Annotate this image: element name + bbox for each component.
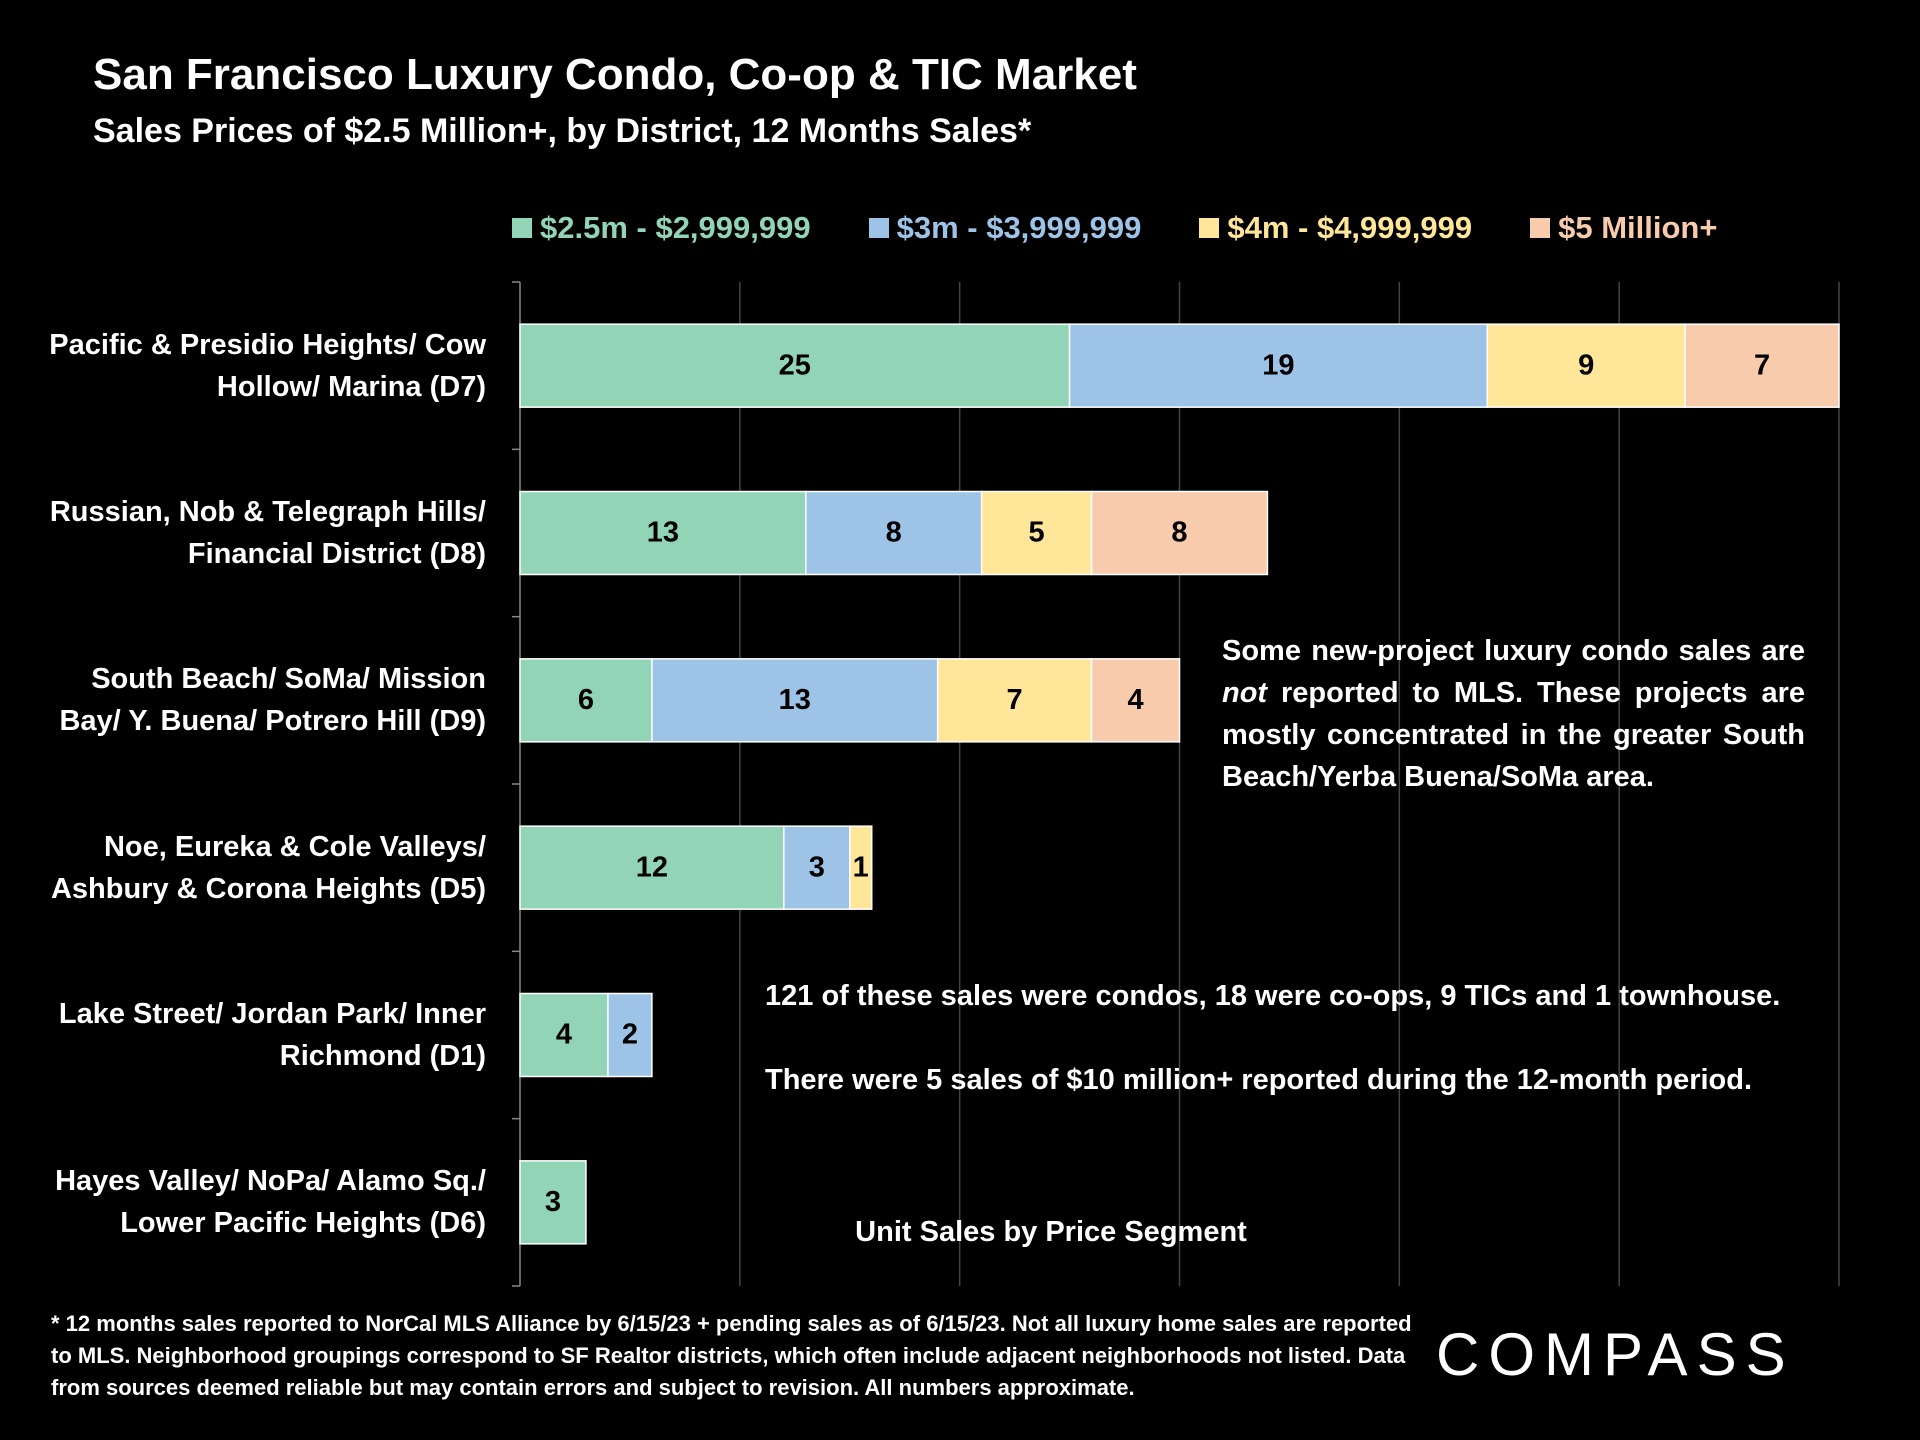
legend-swatch — [1199, 218, 1220, 238]
bar-segment — [1090, 658, 1181, 743]
annotation: There were 5 sales of $10 million+ repor… — [765, 1064, 1753, 1096]
legend-label: $2.5m - $2,999,999 — [540, 210, 811, 245]
y-tick-label: Pacific & Presidio Heights/ Cow Hollow/ … — [49, 328, 486, 403]
legend: $2.5m - $2,999,999 $3m - $3,999,999 $4m - … — [512, 210, 1717, 246]
data-label: 12 — [636, 851, 668, 883]
legend-item: $3m - $3,999,999 — [868, 210, 1142, 246]
annotation-emphasis: not — [1222, 677, 1268, 709]
annotation-text: reported to MLS. These projects are most… — [1222, 677, 1805, 793]
data-label: 4 — [1127, 684, 1143, 716]
bar-segment — [651, 658, 939, 743]
bar-segment — [1684, 323, 1840, 408]
legend-label: $5 Million+ — [1558, 210, 1718, 245]
y-tick-label: Russian, Nob & Telegraph Hills/ Financia… — [49, 496, 486, 570]
data-label: 3 — [545, 1186, 561, 1218]
bar-segment — [936, 658, 1093, 743]
data-label: 4 — [556, 1019, 572, 1051]
data-label: 8 — [886, 517, 902, 549]
data-label: 3 — [809, 851, 825, 883]
data-label: 2 — [622, 1019, 638, 1051]
chart-title: San Francisco Luxury Condo, Co-op & TIC … — [93, 50, 1137, 99]
legend-swatch — [1530, 218, 1551, 238]
data-label: 13 — [779, 684, 811, 716]
y-tick-label: Hayes Valley/ NoPa/ Alamo Sq./ Lower Pac… — [55, 1165, 486, 1240]
data-label: 9 — [1578, 349, 1594, 381]
bar-segment — [519, 1160, 587, 1245]
data-label: 6 — [578, 684, 594, 716]
bar-segment — [1090, 490, 1269, 576]
data-label: 5 — [1029, 517, 1045, 549]
legend-item: $5 Million+ — [1530, 210, 1717, 246]
data-label: 7 — [1007, 684, 1023, 716]
data-label: 19 — [1262, 349, 1294, 381]
annotation: 121 of these sales were condos, 18 were … — [765, 980, 1781, 1012]
annotation-text: Some new-project luxury condo sales are — [1222, 635, 1805, 667]
bar-segment — [805, 490, 983, 576]
chart-subtitle: Sales Prices of $2.5 Million+, by Distri… — [93, 112, 1032, 150]
legend-swatch — [512, 218, 532, 238]
bar-segment — [519, 992, 609, 1078]
legend-item: $2.5m - $2,999,999 — [512, 210, 811, 246]
data-label: 1 — [853, 851, 869, 883]
bar-segment — [519, 658, 653, 743]
y-tick-label: South Beach/ SoMa/ Mission Bay/ Y. Buena… — [59, 663, 486, 738]
legend-label: $4m - $4,999,999 — [1227, 210, 1473, 245]
bar-segment — [519, 323, 1071, 408]
annotation-box: Some new-project luxury condo sales are … — [1222, 630, 1805, 798]
data-label: 13 — [647, 517, 679, 549]
legend-swatch — [868, 218, 889, 238]
y-tick-label: Noe, Eureka & Cole Valleys/ Ashbury & Co… — [50, 830, 486, 905]
bar-segment — [849, 825, 873, 910]
bar-segment — [519, 490, 807, 576]
bar-segment — [607, 992, 653, 1078]
data-label: 8 — [1171, 517, 1187, 549]
footnote: * 12 months sales reported to NorCal MLS… — [51, 1311, 1412, 1400]
data-label: 25 — [779, 349, 811, 381]
legend-label: $3m - $3,999,999 — [896, 210, 1142, 245]
x-axis-title: Unit Sales by Price Segment — [855, 1216, 1247, 1248]
bar-segment — [980, 490, 1093, 576]
y-tick-label: Lake Street/ Jordan Park/ Inner Richmond… — [58, 998, 486, 1072]
data-label: 7 — [1754, 349, 1770, 381]
logo: COMPASS — [1436, 1321, 1795, 1388]
legend-item: $4m - $4,999,999 — [1199, 210, 1472, 246]
bar-segment — [1486, 323, 1686, 408]
